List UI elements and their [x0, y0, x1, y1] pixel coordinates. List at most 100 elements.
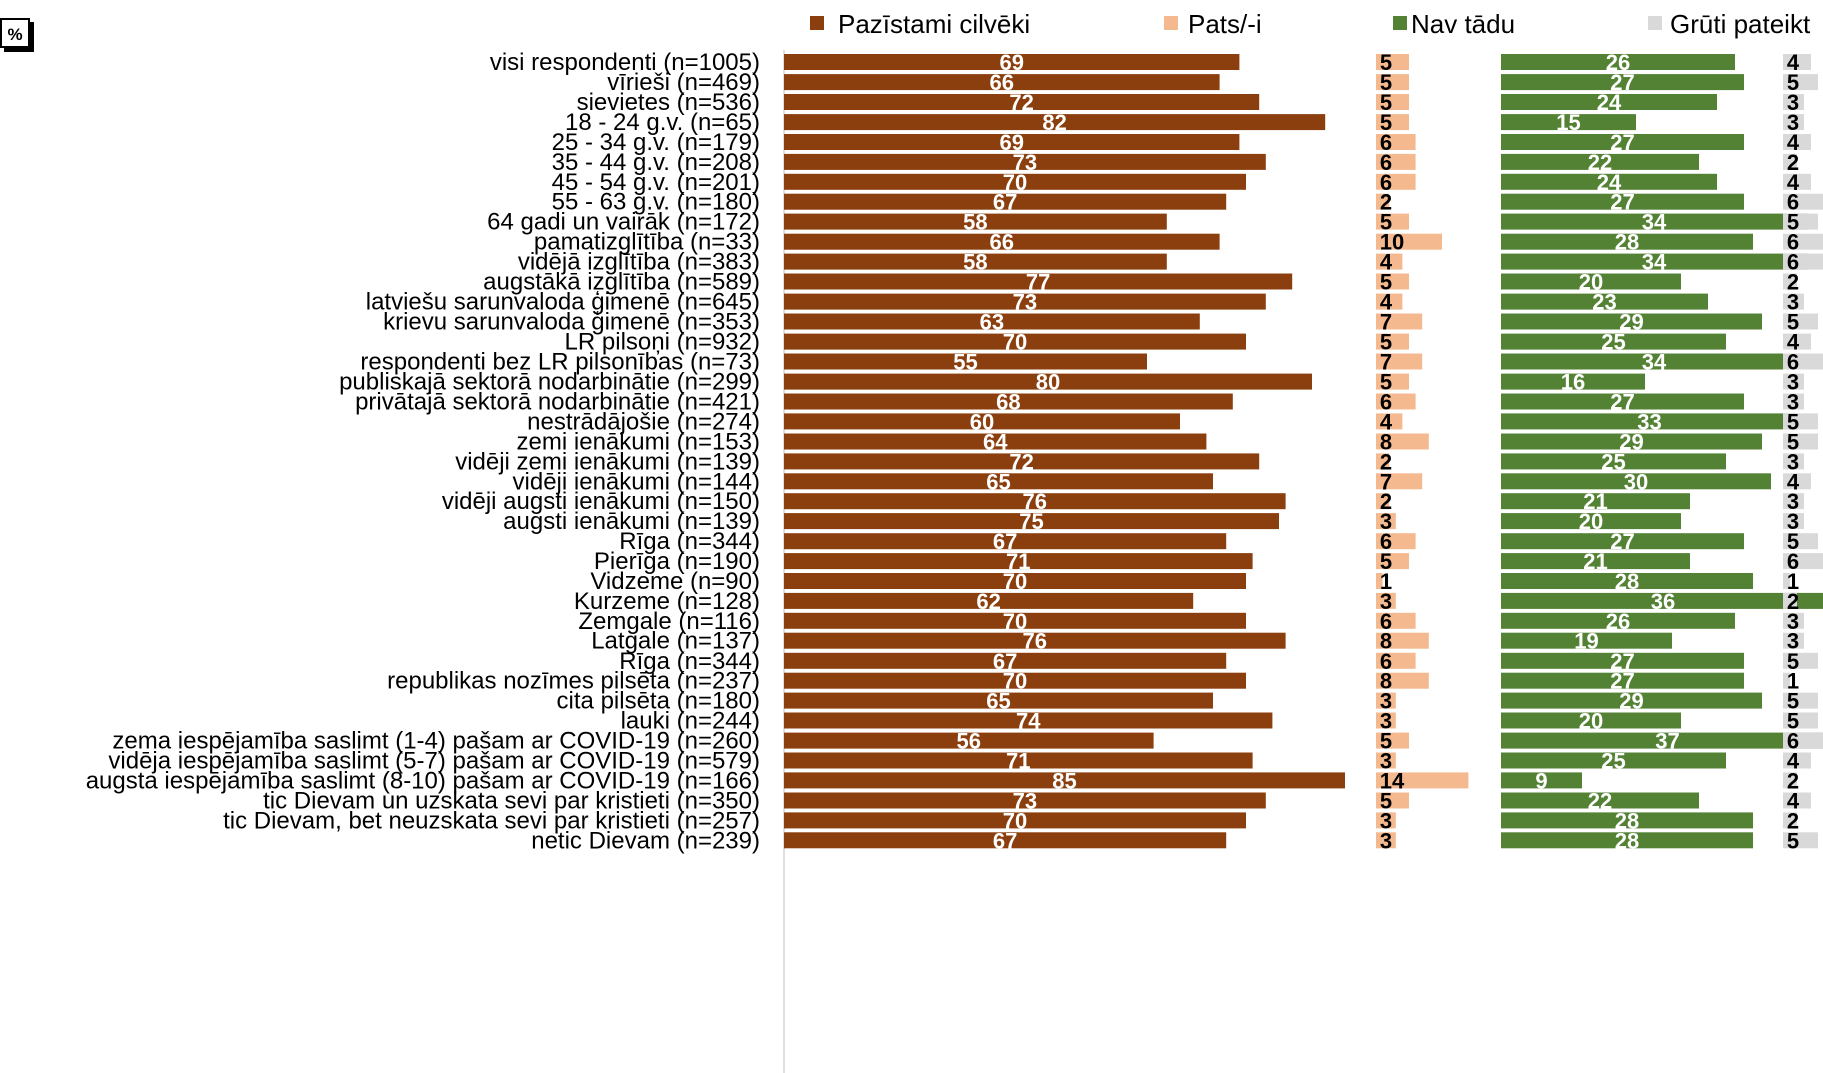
legend-label-3: Nav tādu — [1411, 9, 1515, 39]
category-label: augstākā izglītība (n=589) — [483, 269, 760, 296]
bar — [784, 253, 1167, 270]
bar — [1501, 373, 1645, 390]
data-label: 5 — [1787, 70, 1799, 95]
bar — [1501, 74, 1744, 91]
category-label: tic Dievam un uzskata sevi par kristieti… — [263, 788, 760, 815]
data-label: 70 — [1003, 569, 1027, 594]
bar — [784, 353, 1147, 370]
category-label: 55 - 63 g.v. (n=180) — [552, 189, 760, 216]
bar — [1376, 652, 1416, 669]
data-label: 6 — [1380, 170, 1392, 195]
bar — [1376, 114, 1409, 131]
data-label: 63 — [980, 310, 1004, 335]
bar — [1501, 134, 1744, 150]
data-label: 76 — [1023, 629, 1047, 654]
bar — [1783, 313, 1818, 330]
bar — [1501, 173, 1717, 190]
data-label: 5 — [1380, 110, 1392, 135]
bar — [784, 772, 1345, 789]
bar — [1376, 533, 1416, 550]
data-label: 4 — [1787, 170, 1800, 195]
category-label: publiskajā sektorā nodarbinātie (n=299) — [339, 369, 760, 396]
bar — [1783, 74, 1818, 91]
category-label: Rīga (n=344) — [619, 528, 760, 555]
bar — [1783, 533, 1818, 550]
category-label: augsta iespējamība saslimt (8-10) pašam … — [86, 767, 760, 794]
data-label: 29 — [1619, 310, 1643, 335]
bar — [1501, 293, 1708, 310]
data-label: 5 — [1787, 828, 1799, 853]
category-label: Pierīga (n=190) — [594, 548, 760, 575]
data-label: 3 — [1787, 449, 1799, 474]
data-label: 6 — [1787, 250, 1799, 275]
data-label: 5 — [1380, 270, 1392, 295]
data-label: 74 — [1016, 709, 1041, 734]
data-label: 69 — [999, 50, 1023, 75]
bar — [1501, 812, 1753, 829]
data-label: 5 — [1380, 50, 1392, 75]
category-label: cita pilsēta (n=180) — [557, 688, 760, 715]
category-label: Zemgale (n=116) — [578, 608, 760, 635]
data-label: 5 — [1787, 310, 1799, 335]
data-label: 6 — [1787, 350, 1799, 375]
data-label: 2 — [1380, 449, 1392, 474]
bar — [1783, 373, 1804, 390]
data-label: 72 — [1009, 90, 1033, 115]
bar — [784, 293, 1266, 310]
data-label: 82 — [1042, 110, 1066, 135]
data-label: 6 — [1380, 390, 1392, 415]
category-label: 18 - 24 g.v. (n=65) — [565, 109, 760, 136]
bar — [1783, 473, 1811, 490]
data-label: 4 — [1787, 330, 1800, 355]
bar — [784, 273, 1293, 290]
legend-swatch-4 — [1648, 16, 1662, 30]
data-label: 2 — [1787, 270, 1799, 295]
data-label: 34 — [1642, 210, 1667, 235]
bar — [1501, 712, 1681, 729]
bar — [1376, 393, 1416, 410]
bar — [1501, 692, 1762, 709]
bar — [784, 393, 1233, 410]
data-label: 80 — [1036, 370, 1060, 395]
bar — [1783, 772, 1797, 789]
bar — [1783, 153, 1797, 170]
data-label: 24 — [1597, 90, 1622, 115]
category-label: republikas nozīmes pilsēta (n=237) — [387, 668, 760, 695]
data-label: 5 — [1380, 210, 1392, 235]
bar — [784, 513, 1279, 530]
bar — [1501, 792, 1699, 809]
bar — [784, 672, 1246, 689]
bar — [1501, 453, 1726, 470]
data-label: 22 — [1588, 150, 1612, 175]
bar — [1783, 712, 1818, 729]
bar — [1376, 54, 1409, 70]
data-label: 68 — [996, 390, 1020, 415]
category-label: latviešu sarunvaloda ģimenē (n=645) — [366, 289, 760, 316]
bar — [1783, 393, 1804, 410]
bar — [784, 592, 1194, 609]
bar — [1501, 732, 1823, 749]
bar — [784, 752, 1253, 769]
bar — [1501, 54, 1735, 70]
data-label: 28 — [1615, 230, 1639, 255]
data-label: 2 — [1787, 589, 1799, 614]
category-label: privātajā sektorā nodarbinātie (n=421) — [355, 389, 760, 416]
data-label: 56 — [957, 729, 981, 754]
category-label: vidēji zemi ienākumi (n=139) — [455, 448, 760, 475]
bar — [1501, 253, 1807, 270]
data-label: 67 — [993, 828, 1017, 853]
bar — [1376, 313, 1423, 330]
bar — [1376, 74, 1409, 91]
data-label: 5 — [1380, 729, 1392, 754]
data-label: 3 — [1787, 609, 1799, 634]
data-label: 70 — [1003, 669, 1027, 694]
data-label: 73 — [1013, 789, 1037, 814]
data-label: 66 — [990, 230, 1014, 255]
data-label: 5 — [1787, 649, 1799, 674]
category-label: 64 gadi un vairāk (n=172) — [487, 209, 760, 236]
bar — [784, 74, 1220, 91]
bar — [1376, 692, 1396, 709]
legend-label-4: Grūti pateikt — [1670, 9, 1811, 39]
data-label: 3 — [1380, 709, 1392, 734]
